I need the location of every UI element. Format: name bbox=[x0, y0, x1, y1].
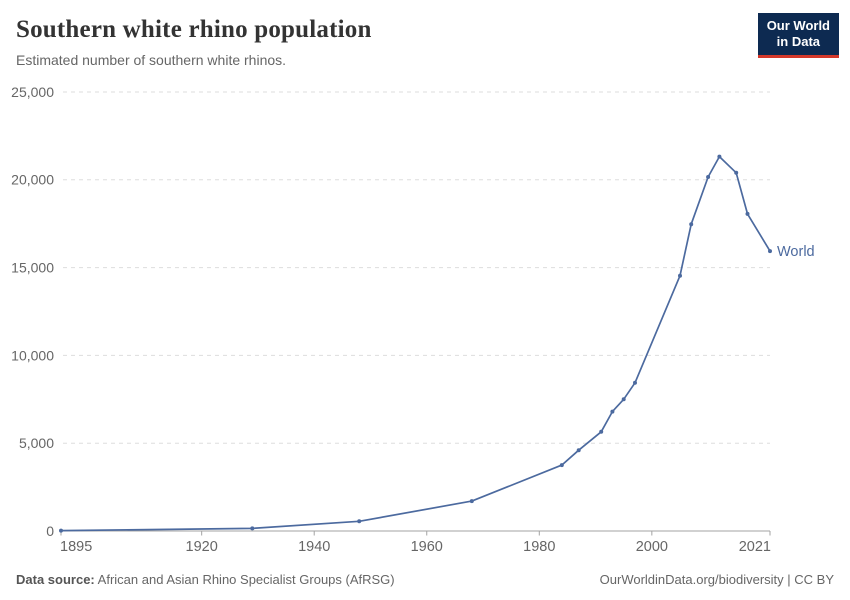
data-point-marker[interactable] bbox=[633, 380, 637, 385]
line-chart[interactable]: 0 5,000 10,000 15,000 20,000 25,000 1895 1920 19… bbox=[0, 80, 850, 562]
data-point-marker[interactable] bbox=[678, 273, 682, 278]
chart-subtitle: Estimated number of southern white rhino… bbox=[16, 52, 287, 68]
data-source-label: Data source: bbox=[16, 572, 95, 587]
data-source-text: African and Asian Rhino Specialist Group… bbox=[97, 572, 395, 587]
data-point-marker[interactable] bbox=[745, 211, 750, 216]
series-label-world[interactable]: World bbox=[777, 244, 815, 260]
y-axis-tick-label: 10,000 bbox=[11, 347, 54, 363]
owid-logo-line2: in Data bbox=[776, 34, 821, 50]
data-point-marker[interactable] bbox=[768, 249, 772, 254]
data-point-marker[interactable] bbox=[576, 448, 581, 453]
data-point-marker[interactable] bbox=[734, 170, 739, 175]
x-axis-tick-label: 1895 bbox=[60, 539, 92, 555]
data-source: Data source: African and Asian Rhino Spe… bbox=[16, 572, 395, 587]
y-axis-tick-label: 20,000 bbox=[11, 172, 54, 188]
data-point-marker[interactable] bbox=[610, 409, 615, 414]
series-line bbox=[60, 155, 771, 532]
chart-footer: Data source: African and Asian Rhino Spe… bbox=[16, 572, 834, 587]
data-point-marker[interactable] bbox=[469, 499, 474, 504]
y-axis-tick-label: 5,000 bbox=[19, 435, 54, 451]
data-point-marker[interactable] bbox=[599, 429, 604, 434]
chart-title: Southern white rhino population bbox=[16, 16, 372, 43]
x-axis-tick-label: 1980 bbox=[523, 539, 555, 555]
x-axis-tick-label: 1920 bbox=[186, 539, 218, 555]
data-point-marker[interactable] bbox=[250, 526, 255, 531]
data-point-marker[interactable] bbox=[559, 463, 564, 468]
attribution-link[interactable]: OurWorldinData.org/biodiversity | CC BY bbox=[599, 572, 834, 587]
x-axis-tick-label: 2021 bbox=[739, 539, 771, 555]
data-point-marker[interactable] bbox=[689, 222, 694, 227]
y-axis-tick-label: 15,000 bbox=[11, 260, 54, 276]
owid-logo[interactable]: Our World in Data bbox=[757, 13, 839, 58]
data-point-marker[interactable] bbox=[621, 397, 626, 402]
data-point-marker[interactable] bbox=[717, 154, 722, 159]
x-axis-tick-label: 2000 bbox=[636, 539, 668, 555]
y-axis-tick-label: 25,000 bbox=[11, 84, 54, 100]
owid-logo-line1: Our World bbox=[766, 18, 830, 33]
data-point-marker[interactable] bbox=[59, 528, 63, 533]
data-point-marker[interactable] bbox=[706, 175, 711, 179]
x-axis-tick-label: 1960 bbox=[411, 539, 443, 555]
data-point-marker[interactable] bbox=[357, 519, 362, 524]
x-axis-tick-label: 1940 bbox=[298, 539, 330, 555]
y-axis-tick-label: 0 bbox=[46, 523, 54, 539]
